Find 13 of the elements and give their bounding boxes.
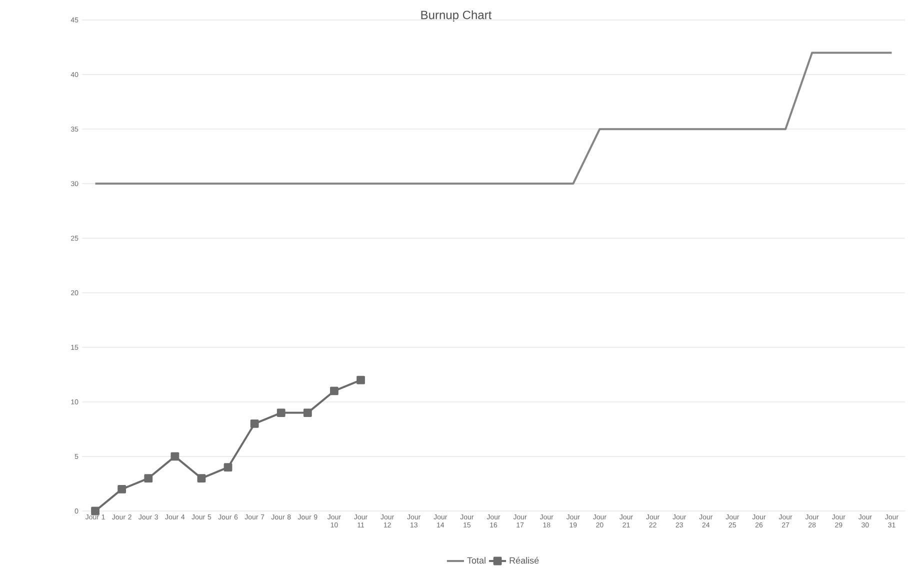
- legend-label: Total: [467, 556, 486, 564]
- point: [170, 452, 180, 461]
- point: [197, 474, 206, 482]
- point: [276, 408, 286, 417]
- point: [118, 484, 126, 494]
- point: [330, 386, 338, 396]
- point: [356, 376, 365, 384]
- point: [144, 474, 153, 482]
- point: [303, 408, 312, 417]
- chart-title: Burnup Chart: [421, 10, 492, 22]
- point: [250, 420, 259, 428]
- legend-label: Réalisé: [510, 556, 539, 564]
- point: [224, 463, 232, 472]
